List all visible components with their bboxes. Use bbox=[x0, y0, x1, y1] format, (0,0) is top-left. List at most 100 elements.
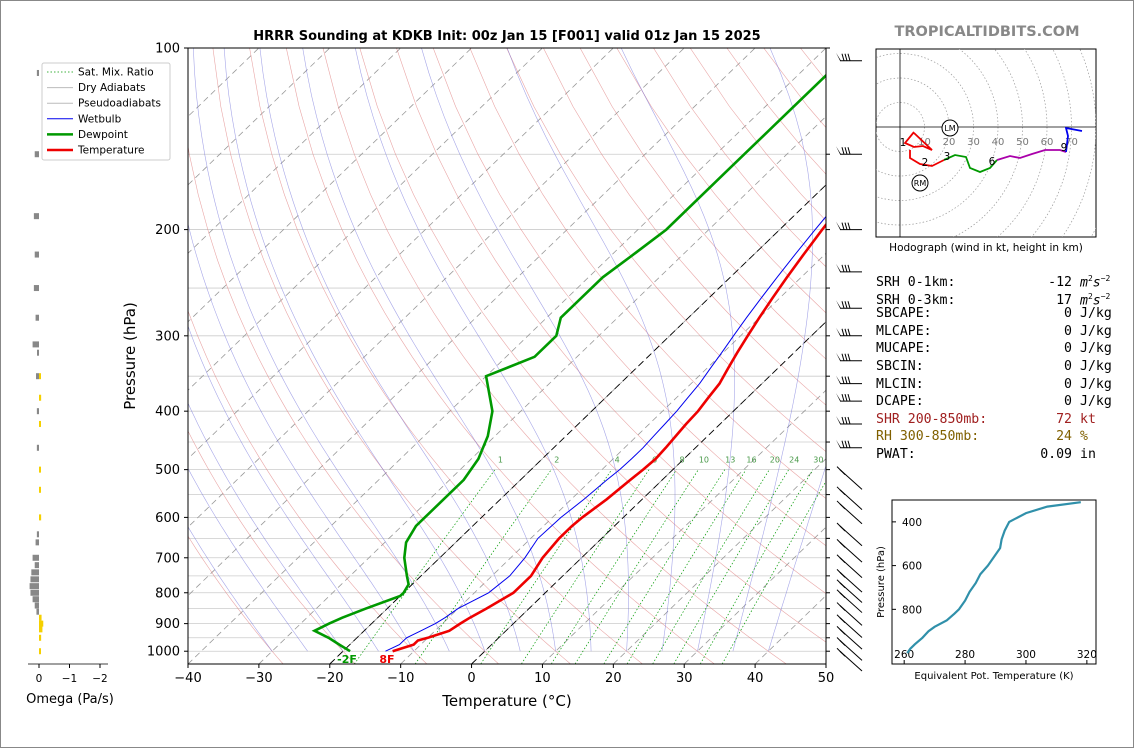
stat-value: 0 bbox=[1064, 323, 1072, 339]
pseudoadiabat bbox=[768, 464, 826, 652]
dry-adiabat bbox=[322, 48, 787, 664]
dry-adiabat bbox=[212, 48, 571, 664]
dry-adiabat bbox=[249, 48, 643, 664]
barb-flag bbox=[847, 394, 851, 402]
barb-pennant bbox=[836, 327, 841, 336]
barb-pennant bbox=[836, 146, 841, 155]
y-tick-label: 800 bbox=[155, 586, 180, 601]
wind-barb bbox=[836, 626, 863, 650]
wind-barbs bbox=[836, 52, 863, 672]
omega-panel: 0 −1 −2 bbox=[28, 69, 108, 685]
barb-pennant bbox=[836, 300, 841, 309]
barb-flag bbox=[844, 222, 848, 230]
omega-tick-label: 0 bbox=[36, 673, 43, 685]
omega-bar bbox=[36, 608, 39, 615]
mixing-ratio-line bbox=[521, 469, 650, 664]
omega-bar bbox=[36, 531, 39, 538]
stat-value: 0 bbox=[1064, 341, 1072, 357]
chart-title: HRRR Sounding at KDKB Init: 00z Jan 15 [… bbox=[253, 29, 760, 44]
storm-motion-label: LM bbox=[944, 124, 955, 133]
omega-bar bbox=[39, 648, 41, 655]
wind-barb bbox=[836, 522, 863, 547]
wind-barb bbox=[836, 579, 863, 603]
isotherm bbox=[188, 48, 826, 664]
barb-flag bbox=[841, 416, 845, 425]
omega-tick-label: −2 bbox=[92, 673, 107, 685]
theta-e-y-tick-label: 400 bbox=[902, 517, 922, 529]
stat-unit: m2s−2 bbox=[1080, 274, 1111, 291]
stat-value: 17 bbox=[1056, 292, 1072, 308]
mixing-ratio-line bbox=[626, 469, 747, 664]
pseudoadiabat bbox=[188, 526, 273, 652]
wind-barb bbox=[836, 300, 862, 309]
wind-barb bbox=[836, 602, 863, 626]
wind-barb bbox=[836, 415, 862, 425]
omega-axis-label: Omega (Pa/s) bbox=[26, 692, 114, 707]
barb-flag bbox=[847, 440, 851, 448]
theta-e-x-label: Equivalent Pot. Temperature (K) bbox=[914, 671, 1073, 682]
storm-motion-marker bbox=[911, 174, 929, 192]
theta-e-y-tick-label: 600 bbox=[902, 561, 922, 573]
barb-flag bbox=[844, 53, 848, 61]
barb-flag bbox=[844, 147, 848, 155]
stat-value: 0 bbox=[1064, 394, 1072, 410]
watermark: TROPICALTIDBITS.COM bbox=[894, 24, 1079, 40]
barb-flag bbox=[841, 394, 845, 402]
stat-unit: kt bbox=[1080, 411, 1096, 427]
dry-adiabat bbox=[616, 48, 826, 314]
barb-flag bbox=[841, 353, 845, 361]
barb-flag bbox=[844, 416, 848, 425]
wind-barb bbox=[836, 375, 862, 385]
theta-e-x-tick-label: 300 bbox=[1016, 649, 1036, 661]
freezing-isotherm bbox=[471, 321, 826, 664]
y-tick-label: 500 bbox=[155, 463, 180, 478]
theta-e-frame bbox=[891, 499, 1097, 665]
pseudoadiabat bbox=[188, 222, 415, 652]
stat-unit: J/kg bbox=[1080, 306, 1112, 322]
hodograph-height-label: 2 bbox=[922, 157, 929, 169]
mixing-ratio-label: 20 bbox=[770, 455, 780, 464]
x-tick-label: 10 bbox=[534, 671, 551, 686]
stat-unit: J/kg bbox=[1080, 323, 1112, 339]
omega-bar bbox=[30, 589, 39, 596]
barb-pennant bbox=[836, 415, 841, 424]
omega-bar bbox=[32, 341, 39, 348]
theta-e-panel: 260 280 300 320 400 600 800 bbox=[891, 499, 1097, 665]
x-tick-label: −10 bbox=[387, 671, 414, 686]
barb-flag bbox=[839, 592, 846, 599]
stat-row: SBCAPE: 0 J/kg bbox=[876, 305, 1112, 323]
barb-flag bbox=[839, 605, 846, 611]
stat-value: 0.09 bbox=[1040, 446, 1072, 462]
barb-flag bbox=[847, 328, 851, 336]
omega-bar bbox=[39, 466, 41, 473]
omega-bar bbox=[39, 614, 42, 621]
dry-adiabat bbox=[188, 535, 284, 664]
dry-adiabat bbox=[286, 48, 715, 664]
omega-bar bbox=[34, 602, 39, 609]
mixing-ratio-line bbox=[354, 469, 496, 664]
omega-bar bbox=[37, 349, 39, 356]
barb-flag bbox=[839, 629, 846, 635]
x-tick-label: −40 bbox=[174, 671, 201, 686]
wind-barb bbox=[836, 500, 863, 525]
omega-bar bbox=[33, 285, 39, 292]
omega-bar bbox=[35, 314, 39, 321]
mixing-ratio-line bbox=[603, 469, 726, 664]
stat-unit: % bbox=[1080, 429, 1088, 445]
barb-flag bbox=[844, 301, 848, 309]
legend-entry: Sat. Mix. Ratio bbox=[78, 67, 154, 79]
hodograph-ring-label: 20 bbox=[943, 137, 956, 148]
omega-bar bbox=[39, 486, 41, 493]
barb-flag bbox=[847, 264, 851, 272]
omega-bar bbox=[39, 634, 42, 641]
mixing-ratio-label: 13 bbox=[725, 455, 735, 464]
barb-pennant bbox=[836, 375, 841, 384]
stat-label: DCAPE: bbox=[876, 394, 924, 410]
pseudoadiabat bbox=[188, 402, 344, 652]
pseudoadiabat bbox=[732, 48, 813, 652]
surface-dewpoint-label: -2F bbox=[337, 653, 357, 666]
barb-flag bbox=[844, 394, 848, 402]
isotherm bbox=[258, 115, 826, 664]
barb-flag bbox=[847, 301, 851, 309]
